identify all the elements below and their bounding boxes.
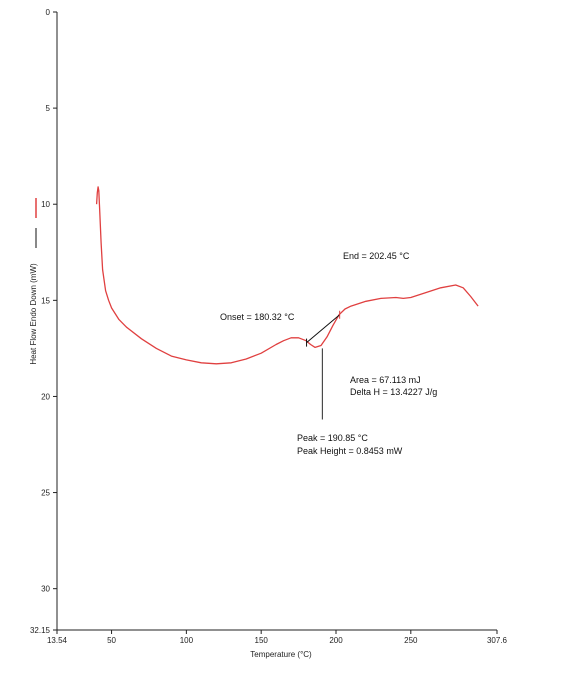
x-axis-title: Temperature (°C) xyxy=(250,650,312,659)
onset-label: Onset = 180.32 °C xyxy=(220,312,295,322)
x-tick-label: 50 xyxy=(107,636,116,645)
x-tick-label: 200 xyxy=(329,636,343,645)
series xyxy=(95,186,479,420)
delta-h-label: Delta H = 13.4227 J/g xyxy=(350,387,437,397)
annotations: Onset = 180.32 °C End = 202.45 °C Area =… xyxy=(220,251,437,456)
y-axis-title: Heat Flow Endo Down (mW) xyxy=(29,263,38,365)
baseline-tangent xyxy=(306,314,340,344)
x-tick-label: 13.54 xyxy=(47,636,68,645)
peak-height-label: Peak Height = 0.8453 mW xyxy=(297,446,403,456)
axes xyxy=(56,12,497,631)
x-tick-label: 150 xyxy=(255,636,269,645)
y-tick-label: 0 xyxy=(46,8,51,17)
x-tick-label: 307.6 xyxy=(487,636,508,645)
y-tick-label: 15 xyxy=(41,296,50,305)
y-tick-label: 30 xyxy=(41,585,50,594)
y-tick-label: 20 xyxy=(41,392,50,401)
x-tick-label: 100 xyxy=(180,636,194,645)
end-label: End = 202.45 °C xyxy=(343,251,410,261)
y-tick-label: 10 xyxy=(41,200,50,209)
x-tick-label: 250 xyxy=(404,636,418,645)
y-tick-label: 5 xyxy=(46,104,51,113)
ticks: 13.54 50 100 150 200 250 307.6 0 5 10 15 20 25 30 32.1… xyxy=(30,8,508,645)
heat-flow-curve xyxy=(95,186,479,365)
area-label: Area = 67.113 mJ xyxy=(350,375,421,385)
y-tick-label: 25 xyxy=(41,489,50,498)
peak-label: Peak = 190.85 °C xyxy=(297,433,368,443)
y-tick-label: 32.15 xyxy=(30,626,51,635)
